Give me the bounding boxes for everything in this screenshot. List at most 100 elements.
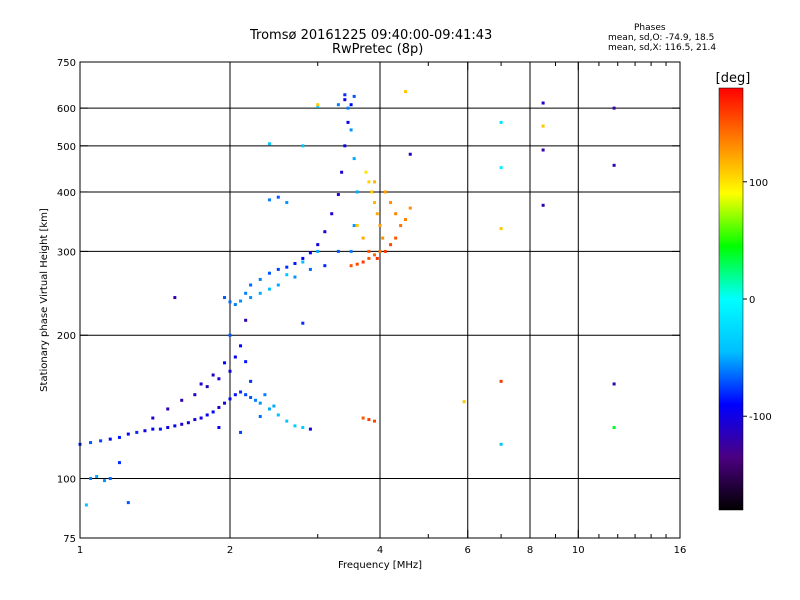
x-tick-label: 10: [572, 545, 585, 556]
data-point: [186, 421, 190, 425]
phases-x-stats: mean, sd,X: 116.5, 21.4: [608, 43, 717, 53]
data-point: [383, 190, 387, 194]
data-point: [355, 262, 359, 266]
data-point: [258, 414, 262, 418]
data-point: [126, 432, 130, 436]
data-point: [316, 249, 320, 253]
data-point: [367, 180, 371, 184]
data-point: [205, 413, 209, 417]
data-point: [378, 224, 382, 228]
data-point: [367, 418, 371, 422]
data-point: [249, 379, 253, 383]
data-point: [263, 393, 267, 397]
colorbar-tick-label: 100: [749, 178, 768, 189]
colorbar-tick-label: -100: [749, 412, 772, 423]
data-point: [349, 103, 353, 107]
data-point: [399, 224, 403, 228]
data-point: [285, 419, 289, 423]
data-point: [258, 277, 262, 281]
data-point: [89, 477, 93, 481]
data-point: [239, 390, 243, 394]
data-point: [239, 344, 243, 348]
data-point: [373, 419, 377, 423]
data-point: [228, 397, 232, 401]
colorbar-gradient: [718, 87, 744, 511]
x-tick-label: 16: [674, 545, 687, 556]
data-point: [364, 170, 368, 174]
data-point: [346, 106, 350, 110]
y-tick-label: 200: [57, 331, 76, 342]
data-point: [180, 422, 184, 426]
data-point: [373, 201, 377, 205]
data-point: [228, 369, 232, 373]
data-point: [223, 296, 227, 300]
x-tick-label: 2: [227, 545, 233, 556]
data-point: [244, 360, 248, 364]
data-point: [308, 251, 312, 255]
x-tick-label: 6: [465, 545, 471, 556]
data-point: [361, 416, 365, 420]
y-tick-label: 500: [57, 142, 76, 153]
data-point: [166, 425, 170, 429]
data-point: [99, 439, 103, 443]
data-point: [408, 206, 412, 210]
data-point: [135, 430, 139, 434]
data-point: [301, 260, 305, 264]
data-point: [541, 124, 545, 128]
data-point: [217, 406, 221, 410]
data-point: [361, 260, 365, 264]
data-point: [285, 201, 289, 205]
data-point: [375, 212, 379, 216]
axes: 1 2 4 6 8 10 16 75 100 200 300 400 500 600 750: [57, 58, 686, 556]
data-points: [78, 90, 616, 507]
data-point: [180, 398, 184, 402]
data-point: [349, 128, 353, 132]
data-point: [267, 198, 271, 202]
data-point: [612, 106, 616, 110]
data-point: [462, 400, 466, 404]
y-tick-label: 600: [57, 104, 76, 115]
data-point: [276, 283, 280, 287]
data-point: [336, 103, 340, 107]
data-point: [253, 398, 257, 402]
data-point: [355, 190, 359, 194]
phases-o-stats: mean, sd,O: -74.9, 18.5: [608, 33, 715, 43]
data-point: [499, 442, 503, 446]
data-point: [541, 148, 545, 152]
data-point: [103, 479, 107, 483]
data-point: [151, 427, 155, 431]
data-point: [346, 120, 350, 124]
data-point: [199, 416, 203, 420]
data-point: [217, 425, 221, 429]
data-point: [108, 477, 112, 481]
data-point: [233, 303, 237, 307]
colorbar-label: [deg]: [716, 71, 751, 86]
data-point: [293, 261, 297, 265]
data-point: [330, 212, 334, 216]
data-point: [223, 361, 227, 365]
data-point: [258, 291, 262, 295]
data-point: [373, 180, 377, 184]
data-point: [301, 256, 305, 260]
phases-heading: Phases: [634, 23, 666, 33]
data-point: [173, 424, 177, 428]
data-point: [223, 401, 227, 405]
data-point: [193, 393, 197, 397]
data-point: [403, 218, 407, 222]
data-point: [499, 379, 503, 383]
data-point: [84, 503, 88, 507]
data-point: [352, 157, 356, 161]
data-point: [267, 287, 271, 291]
data-point: [355, 224, 359, 228]
data-point: [108, 437, 112, 441]
data-point: [272, 404, 276, 408]
colorbar-tick-label: 0: [749, 295, 755, 306]
data-point: [408, 152, 412, 156]
data-point: [343, 98, 347, 102]
data-point: [293, 275, 297, 279]
data-point: [285, 265, 289, 269]
data-point: [244, 291, 248, 295]
data-point: [276, 267, 280, 271]
data-point: [173, 296, 177, 300]
